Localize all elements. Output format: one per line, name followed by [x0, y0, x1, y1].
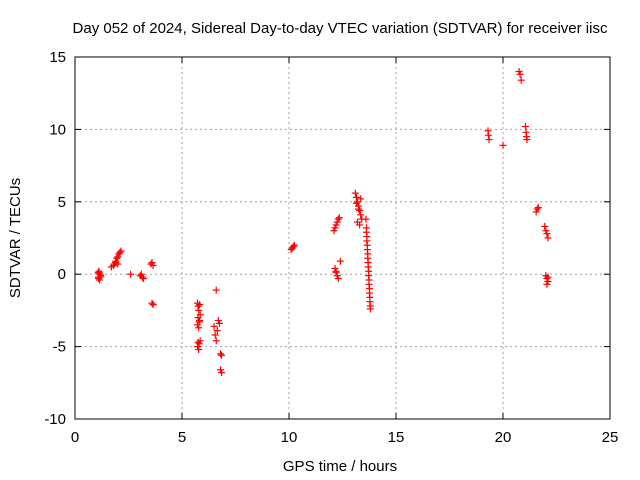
data-point — [210, 322, 218, 330]
data-point — [543, 280, 551, 288]
data-points — [94, 67, 552, 377]
data-point — [113, 254, 121, 262]
data-point — [366, 298, 374, 306]
data-point — [356, 221, 364, 229]
x-tick-label: 10 — [281, 429, 298, 446]
data-point — [218, 369, 226, 377]
data-point — [365, 289, 373, 297]
data-point — [365, 272, 373, 280]
data-point — [149, 301, 157, 309]
data-point — [117, 247, 125, 255]
data-point — [533, 205, 541, 213]
data-point — [195, 324, 203, 332]
data-point — [196, 337, 204, 345]
data-point — [334, 215, 342, 223]
data-point — [215, 319, 223, 327]
data-point — [356, 206, 364, 214]
data-point — [484, 131, 492, 139]
data-point — [543, 230, 551, 238]
data-point — [364, 254, 372, 262]
chart-title: Day 052 of 2024, Sidereal Day-to-day VTE… — [73, 20, 608, 37]
data-point — [96, 273, 104, 281]
data-point — [541, 222, 549, 230]
data-point — [355, 205, 363, 213]
data-point — [212, 286, 220, 294]
data-point — [521, 123, 529, 131]
data-point — [366, 305, 374, 313]
data-point — [363, 246, 371, 254]
y-tick-label: -10 — [44, 411, 66, 428]
data-point — [485, 136, 493, 144]
data-point — [95, 269, 103, 277]
data-point — [544, 234, 552, 242]
data-point — [195, 306, 203, 314]
x-axis-label: GPS time / hours — [283, 458, 397, 475]
data-point — [365, 280, 373, 288]
data-point — [523, 136, 531, 144]
data-point — [335, 214, 343, 222]
y-tick-label: 10 — [49, 121, 66, 138]
data-point — [357, 195, 365, 203]
data-point — [138, 273, 146, 281]
data-point — [516, 70, 524, 78]
data-point — [334, 275, 342, 283]
y-tick-label: -5 — [53, 339, 66, 356]
x-tick-label: 0 — [71, 429, 79, 446]
data-point — [364, 263, 372, 271]
x-tick-label: 25 — [602, 429, 619, 446]
data-point — [139, 275, 147, 283]
data-point — [212, 337, 220, 345]
y-tick-label: 15 — [49, 49, 66, 66]
plot-frame — [74, 56, 611, 420]
data-point — [357, 211, 365, 219]
data-point — [149, 262, 157, 270]
data-point — [217, 350, 225, 358]
x-tick-label: 20 — [495, 429, 512, 446]
data-point — [290, 241, 298, 249]
y-tick-label: 5 — [58, 194, 66, 211]
data-point — [195, 345, 203, 353]
data-point — [127, 270, 135, 278]
data-point — [213, 327, 221, 335]
data-point — [351, 189, 359, 197]
data-point — [362, 215, 370, 223]
tick-labels: 0 5 10 15 20 25 -10 -5 0 5 10 15 — [44, 49, 618, 446]
data-point — [95, 275, 103, 283]
data-point — [534, 204, 542, 212]
data-point — [544, 273, 552, 281]
data-point — [289, 243, 297, 251]
data-point — [196, 317, 204, 325]
data-point — [499, 141, 507, 149]
grid-lines — [75, 57, 610, 419]
x-tick-label: 15 — [388, 429, 405, 446]
data-point — [517, 76, 525, 84]
data-point — [114, 260, 122, 268]
y-tick-label: 0 — [58, 266, 66, 283]
x-tick-label: 5 — [178, 429, 186, 446]
data-point — [332, 267, 340, 275]
data-point — [196, 301, 204, 309]
data-point — [218, 351, 226, 359]
data-point — [362, 228, 370, 236]
data-point — [352, 199, 360, 207]
data-point — [363, 237, 371, 245]
y-axis-label: SDTVAR / TECUs — [7, 178, 24, 298]
data-point — [148, 299, 156, 307]
data-point — [116, 248, 124, 256]
data-point — [211, 331, 219, 339]
data-point — [336, 257, 344, 265]
data-point — [194, 302, 202, 310]
